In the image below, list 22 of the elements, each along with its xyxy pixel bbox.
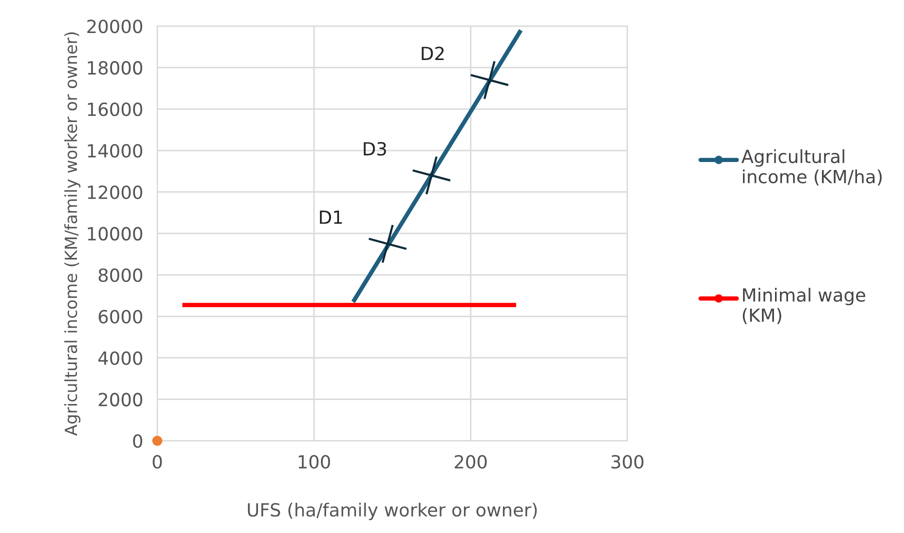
y-tick-label: 2000 [98, 392, 142, 406]
x-tick-label: 200 [454, 455, 487, 469]
annotation: D3 [364, 142, 386, 156]
y-tick-label: 16000 [88, 102, 142, 116]
annotation: D1 [320, 210, 342, 224]
y-tick-label: 20000 [87, 20, 142, 34]
y-tick-label: 12000 [88, 185, 142, 200]
y-axis-title: Agricultural income (KM/family worker or owner) [64, 32, 80, 436]
x-tick-label: 300 [612, 455, 644, 469]
annotation: D2 [422, 46, 444, 60]
y-tick-label: 10000 [88, 226, 142, 241]
y-tick-label: 8000 [98, 268, 142, 282]
x-tick-label: 100 [298, 455, 330, 469]
legend-label: Minimal wage (KM) [742, 288, 866, 324]
y-tick-label: 6000 [98, 310, 142, 324]
y-tick-label: 0 [133, 434, 142, 448]
x-tick-label: 0 [152, 455, 162, 469]
y-tick-label: 4000 [98, 351, 142, 365]
y-tick-label: 14000 [88, 144, 142, 158]
y-tick-label: 18000 [88, 61, 142, 75]
x-axis-title: UFS (ha/family worker or owner) [248, 502, 537, 520]
legend-label: Agricultural income (KM/ha) [741, 149, 882, 186]
